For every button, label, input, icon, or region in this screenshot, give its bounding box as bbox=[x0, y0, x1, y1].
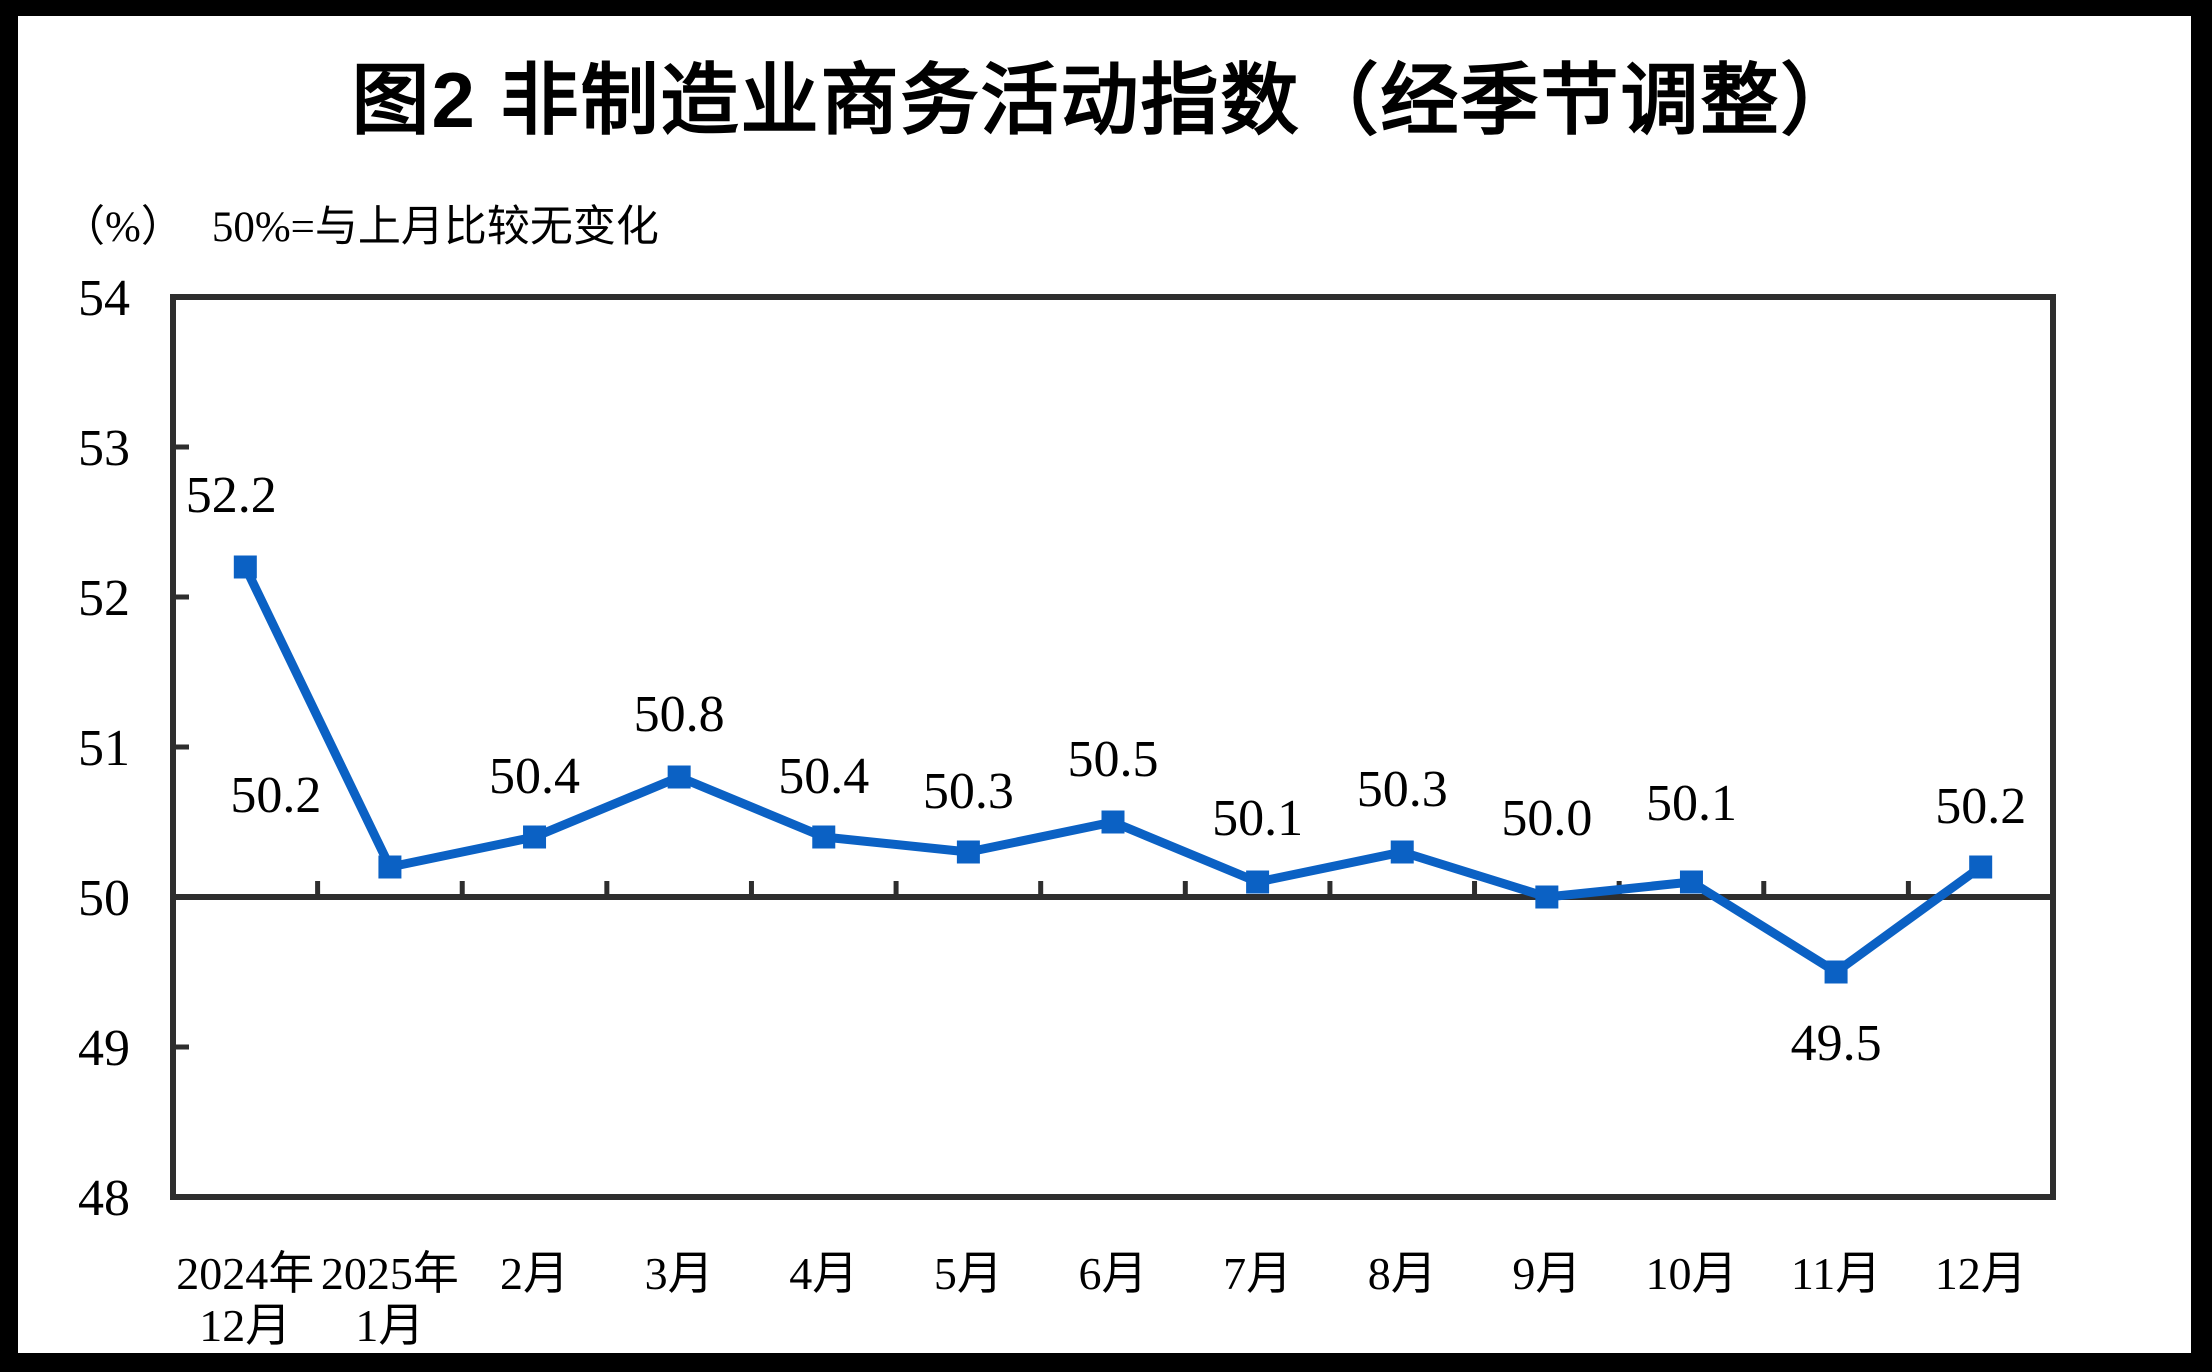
data-label: 50.3 bbox=[1357, 761, 1448, 818]
data-point-marker bbox=[523, 825, 547, 849]
y-axis-label: 49 bbox=[78, 1020, 130, 1077]
data-label: 50.4 bbox=[778, 748, 869, 805]
x-axis-label: 1月 bbox=[355, 1300, 424, 1351]
data-point-marker bbox=[812, 825, 836, 849]
x-axis-label: 7月 bbox=[1223, 1248, 1292, 1299]
data-label: 49.5 bbox=[1791, 1015, 1882, 1072]
baseline-note: 50%=与上月比较无变化 bbox=[211, 204, 659, 251]
y-axis-unit-label: （%） bbox=[62, 204, 184, 251]
data-label: 50.1 bbox=[1646, 775, 1737, 832]
data-label: 50.2 bbox=[230, 767, 321, 824]
x-axis-label: 10月 bbox=[1645, 1248, 1737, 1299]
data-label: 52.2 bbox=[186, 467, 277, 524]
data-label: 50.4 bbox=[489, 748, 580, 805]
data-point-marker bbox=[1535, 885, 1559, 909]
x-axis-label: 9月 bbox=[1512, 1248, 1581, 1299]
chart-canvas bbox=[18, 16, 2191, 1353]
axis-unit-note: （%） 50%=与上月比较无变化 bbox=[62, 192, 659, 254]
data-point-marker bbox=[956, 840, 980, 864]
data-label: 50.1 bbox=[1212, 790, 1303, 847]
x-axis-label: 6月 bbox=[1079, 1248, 1148, 1299]
x-axis-label: 2025年 bbox=[321, 1248, 459, 1299]
data-point-marker bbox=[1969, 855, 1993, 879]
x-axis-label: 2024年 bbox=[176, 1248, 314, 1299]
data-point-marker bbox=[667, 765, 691, 789]
data-point-marker bbox=[1101, 810, 1125, 834]
data-point-marker bbox=[1390, 840, 1414, 864]
y-axis-label: 50 bbox=[78, 870, 130, 927]
data-point-marker bbox=[1246, 870, 1270, 894]
y-axis-label: 53 bbox=[78, 420, 130, 477]
data-label: 50.0 bbox=[1501, 790, 1592, 847]
x-axis-label: 3月 bbox=[645, 1248, 714, 1299]
chart-title: 图2 非制造业商务活动指数（经季节调整） bbox=[351, 56, 1861, 144]
y-axis-label: 48 bbox=[78, 1170, 130, 1227]
y-axis-label: 51 bbox=[78, 720, 130, 777]
x-axis-label: 5月 bbox=[934, 1248, 1003, 1299]
x-axis-label: 2月 bbox=[500, 1248, 569, 1299]
y-axis-label: 52 bbox=[78, 570, 130, 627]
x-axis-label: 11月 bbox=[1791, 1248, 1881, 1299]
data-point-marker bbox=[378, 855, 402, 879]
data-label: 50.3 bbox=[923, 763, 1014, 820]
data-point-marker bbox=[1679, 870, 1703, 894]
data-point-marker bbox=[233, 555, 257, 579]
x-axis-label: 12月 bbox=[1935, 1248, 2027, 1299]
y-axis-label: 54 bbox=[78, 270, 130, 327]
data-point-marker bbox=[1824, 960, 1848, 984]
data-label: 50.8 bbox=[634, 686, 725, 743]
data-label: 50.2 bbox=[1935, 778, 2026, 835]
x-axis-label: 8月 bbox=[1368, 1248, 1437, 1299]
x-axis-label: 12月 bbox=[199, 1300, 291, 1351]
data-label: 50.5 bbox=[1068, 731, 1159, 788]
x-axis-label: 4月 bbox=[789, 1248, 858, 1299]
